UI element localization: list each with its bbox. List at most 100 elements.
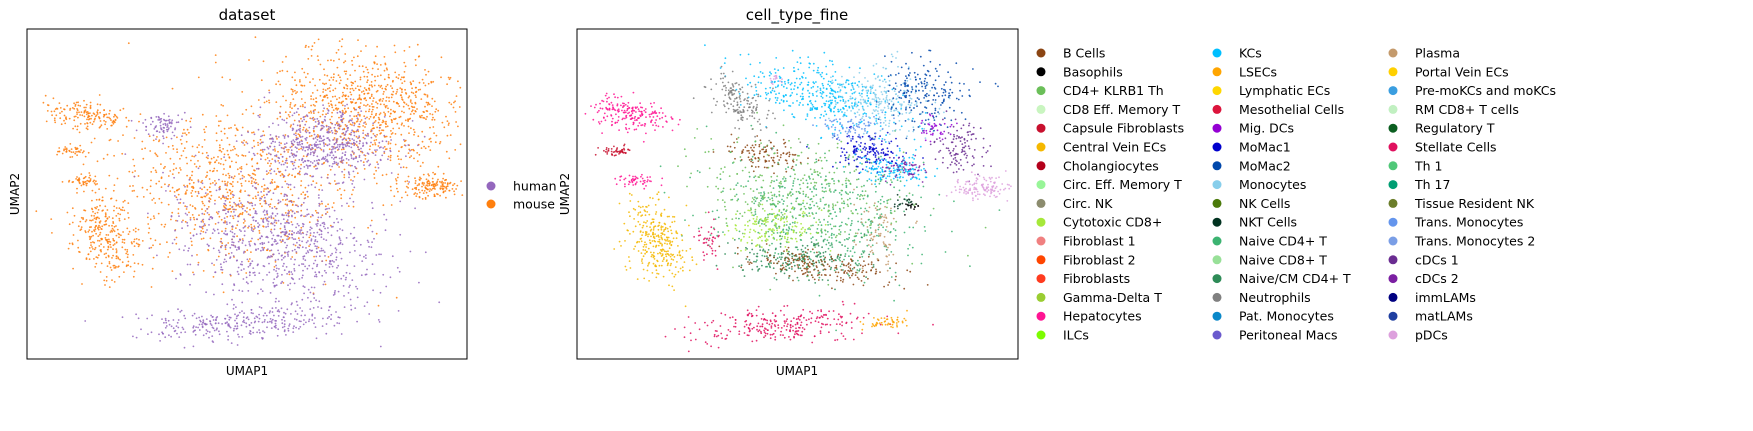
scatter-point — [249, 262, 252, 265]
scatter-point — [258, 306, 261, 308]
legend-item: human — [486, 179, 557, 194]
scatter-point — [230, 149, 232, 152]
scatter-point — [160, 163, 162, 166]
scatter-point — [332, 59, 335, 62]
scatter-point — [751, 155, 754, 158]
scatter-point — [286, 220, 288, 223]
scatter-point — [818, 294, 821, 297]
scatter-point — [117, 265, 120, 268]
scatter-point — [397, 190, 399, 193]
scatter-point — [382, 129, 385, 132]
scatter-point — [164, 336, 167, 339]
scatter-point — [305, 164, 308, 167]
scatter-point — [335, 251, 337, 254]
scatter-point — [809, 188, 812, 191]
scatter-point — [291, 154, 294, 157]
scatter-point — [329, 151, 332, 154]
scatter-point — [356, 172, 359, 175]
scatter-point — [198, 225, 201, 228]
scatter-point — [231, 231, 234, 234]
scatter-point — [299, 105, 302, 108]
scatter-point — [233, 211, 235, 213]
scatter-point — [280, 241, 283, 243]
scatter-point — [232, 177, 235, 180]
scatter-point — [273, 170, 276, 173]
scatter-point — [241, 113, 244, 115]
scatter-point — [116, 228, 119, 231]
scatter-point — [212, 228, 215, 231]
scatter-point — [326, 131, 329, 134]
scatter-point — [299, 173, 301, 176]
scatter-point — [769, 185, 772, 187]
scatter-point — [283, 147, 285, 150]
scatter-point — [351, 150, 354, 153]
scatter-point — [203, 128, 206, 131]
scatter-point — [348, 145, 351, 148]
scatter-point — [743, 211, 746, 214]
scatter-point — [408, 132, 410, 135]
scatter-point — [379, 291, 382, 294]
scatter-point — [121, 261, 124, 264]
scatter-point — [115, 241, 118, 244]
scatter-point — [231, 298, 233, 301]
scatter-point — [323, 221, 325, 224]
scatter-point — [186, 205, 188, 208]
scatter-point — [224, 322, 227, 325]
scatter-point — [758, 202, 760, 204]
scatter-point — [376, 106, 378, 109]
scatter-point — [261, 321, 264, 324]
scatter-point — [82, 183, 85, 186]
scatter-point — [721, 199, 724, 202]
scatter-point — [51, 232, 53, 234]
scatter-point — [304, 186, 307, 189]
scatter-point — [373, 139, 376, 142]
scatter-point — [304, 215, 307, 218]
scatter-point — [356, 296, 359, 299]
scatter-point — [383, 111, 385, 114]
scatter-point — [778, 190, 781, 193]
scatter-point — [76, 125, 79, 128]
scatter-point — [457, 125, 459, 128]
scatter-point — [225, 196, 228, 198]
scatter-point — [113, 243, 116, 245]
scatter-point — [255, 211, 257, 213]
scatter-point — [222, 205, 225, 207]
scatter-point — [422, 110, 425, 113]
scatter-point — [214, 180, 216, 182]
scatter-point — [141, 186, 144, 189]
scatter-point — [300, 193, 303, 196]
scatter-point — [373, 237, 375, 240]
scatter-point — [271, 207, 274, 210]
scatter-point — [400, 96, 403, 99]
scatter-point — [189, 204, 192, 206]
scatter-point — [453, 101, 455, 104]
scatter-point — [237, 215, 239, 218]
scatter-point — [202, 319, 205, 322]
scatter-point — [319, 255, 321, 258]
scatter-point — [322, 139, 324, 142]
scatter-point — [121, 206, 124, 209]
scatter-point — [331, 156, 333, 159]
scatter-point — [787, 193, 789, 196]
scatter-point — [414, 207, 416, 210]
scatter-point — [194, 208, 197, 210]
scatter-point — [312, 293, 315, 296]
scatter-point — [166, 126, 169, 128]
scatter-point — [307, 213, 310, 216]
scatter-point — [118, 236, 120, 239]
scatter-point — [259, 106, 262, 109]
scatter-point — [778, 210, 781, 213]
scatter-point — [388, 96, 390, 99]
scatter-point — [363, 168, 366, 170]
scatter-point — [309, 117, 312, 120]
scatter-point — [99, 226, 101, 229]
scatter-point — [363, 164, 365, 167]
scatter-point — [233, 145, 235, 148]
scatter-point — [109, 109, 111, 112]
scatter-point — [828, 253, 831, 256]
scatter-point — [307, 129, 309, 132]
scatter-point — [92, 219, 94, 221]
scatter-point — [770, 191, 773, 194]
scatter-point — [238, 229, 241, 231]
scatter-point — [393, 195, 396, 198]
